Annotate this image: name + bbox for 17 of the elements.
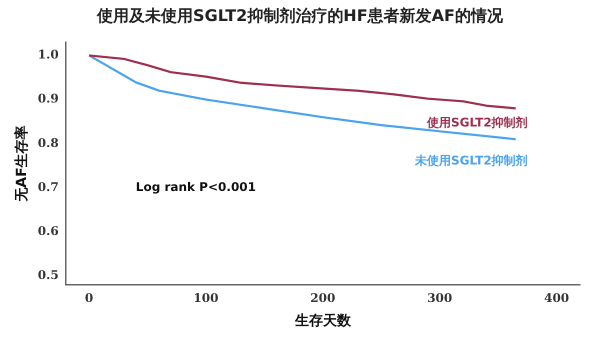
x-tick-label: 200 bbox=[310, 291, 336, 306]
x-tick-label: 100 bbox=[193, 291, 218, 306]
y-tick-label: 0.9 bbox=[38, 92, 59, 106]
x-tick-label: 400 bbox=[544, 291, 570, 306]
y-tick-label: 1.0 bbox=[38, 48, 59, 62]
y-axis-title: 无AF生存率 bbox=[13, 125, 30, 203]
y-tick-label: 0.8 bbox=[38, 136, 59, 150]
annotation: Log rank P<0.001 bbox=[136, 180, 256, 194]
y-tick-label: 0.5 bbox=[38, 268, 59, 282]
series-label: 使用SGLT2抑制剂 bbox=[426, 115, 528, 130]
y-tick-label: 0.6 bbox=[38, 224, 59, 238]
x-tick-label: 300 bbox=[427, 291, 452, 306]
series-label: 未使用SGLT2抑制剂 bbox=[414, 153, 528, 168]
y-tick-label: 0.7 bbox=[38, 180, 59, 194]
chart-title: 使用及未使用SGLT2抑制剂治疗的HF患者新发AF的情况 bbox=[96, 6, 504, 27]
x-axis-title: 生存天数 bbox=[294, 313, 352, 330]
x-tick-label: 0 bbox=[84, 291, 94, 306]
